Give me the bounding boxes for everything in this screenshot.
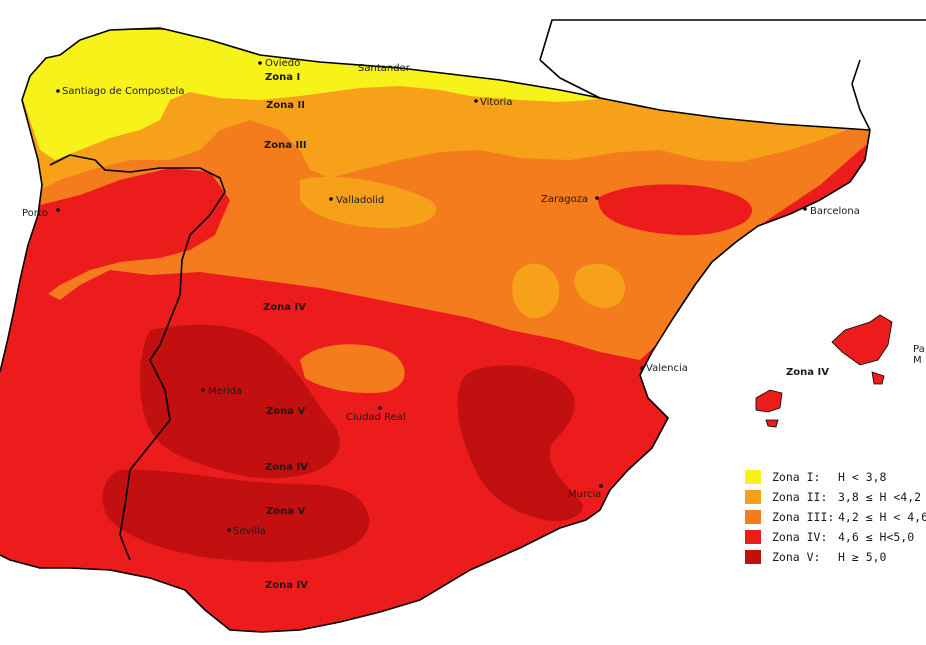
zone-iv-ebro <box>598 184 753 236</box>
legend-range-zona-ii: 3,8 ≤ H <4,2 <box>838 490 921 504</box>
zone-label-zona-i: Zona I <box>265 72 300 83</box>
zone-ii-patch-teruel <box>574 263 626 308</box>
formentera-island <box>765 419 779 428</box>
legend: Zona I: H < 3,8 Zona II: 3,8 ≤ H <4,2 Zo… <box>745 470 926 564</box>
zone-v-guadalquivir <box>102 469 370 563</box>
city-dot-merida <box>201 388 205 392</box>
zone-label-zona-iv-coast: Zona IV <box>265 580 308 591</box>
zone-label-zona-iii: Zona III <box>264 140 307 151</box>
zone-label-zona-v-mid: Zona V <box>266 406 305 417</box>
city-label-palma-2: M <box>913 355 922 366</box>
city-label-barcelona: Barcelona <box>810 206 860 217</box>
city-label-murcia: Murcia <box>568 489 601 500</box>
city-label-valladolid: Valladolid <box>336 195 384 206</box>
city-label-santiago: Santiago de Compostela <box>62 86 184 97</box>
legend-label-zona-v: Zona V: <box>772 550 820 564</box>
city-label-ciudad-real: Ciudad Real <box>346 412 406 423</box>
city-dot-vitoria <box>474 99 478 103</box>
legend-label-zona-iii: Zona III: <box>772 510 834 524</box>
zone-label-zona-v-south: Zona V <box>266 506 305 517</box>
city-dot-zaragoza <box>595 196 599 200</box>
ibiza-island <box>755 389 783 413</box>
city-label-zaragoza: Zaragoza <box>541 194 588 205</box>
zone-v-murcia <box>457 365 583 522</box>
zone-iii-lamancha <box>300 344 405 394</box>
legend-label-zona-i: Zona I: <box>772 470 820 484</box>
zone-ii-patch-aragon <box>512 263 560 319</box>
city-dot-oviedo <box>258 61 262 65</box>
legend-label-zona-ii: Zona II: <box>772 490 827 504</box>
zone-label-zona-iv-south: Zona IV <box>265 462 308 473</box>
city-dot-barcelona <box>803 207 807 211</box>
city-label-valencia: Valencia <box>646 363 688 374</box>
coastline <box>0 27 871 633</box>
city-dot-santiago <box>56 89 60 93</box>
legend-label-zona-iv: Zona IV: <box>772 530 827 544</box>
coast-west-upper <box>0 75 43 373</box>
city-dot-sevilla <box>227 528 231 532</box>
city-label-oviedo: Oviedo <box>265 58 300 69</box>
france-border <box>539 19 926 131</box>
city-label-sevilla: Sevilla <box>233 526 266 537</box>
city-label-santander: Santander <box>358 63 411 74</box>
zone-label-zona-iv-islands: Zona IV <box>786 367 829 378</box>
city-dot-murcia <box>599 484 603 488</box>
zone-iv-west <box>0 168 230 300</box>
legend-swatch-zona-i <box>745 470 761 484</box>
legend-swatch-zona-iii <box>745 510 761 524</box>
mallorca-island <box>831 314 893 366</box>
legend-swatch-zona-v <box>745 550 761 564</box>
city-label-vitoria: Vitoria <box>480 97 512 108</box>
city-label-palma-1: Pa <box>913 344 925 355</box>
menorca-island <box>871 371 885 385</box>
legend-range-zona-i: H < 3,8 <box>838 470 887 484</box>
city-dot-valencia <box>640 366 644 370</box>
legend-range-zona-v: H ≥ 5,0 <box>838 550 887 564</box>
legend-range-zona-iii: 4,2 ≤ H < 4,6 <box>838 510 926 524</box>
zone-v-extremadura <box>139 324 340 479</box>
portugal-border <box>49 154 226 561</box>
zone-label-zona-iv-centre: Zona IV <box>263 302 306 313</box>
city-dot-porto <box>56 208 60 212</box>
city-dot-ciudad-real <box>378 406 382 410</box>
city-label-porto: Porto <box>22 208 48 219</box>
city-label-merida: Merida <box>208 386 242 397</box>
legend-swatch-zona-ii <box>745 490 761 504</box>
city-dot-valladolid <box>329 197 333 201</box>
legend-range-zona-iv: 4,6 ≤ H<5,0 <box>838 530 914 544</box>
zone-ii-patch-valladolid <box>300 176 437 229</box>
zone-label-zona-ii: Zona II <box>266 100 305 111</box>
legend-swatch-zona-iv <box>745 530 761 544</box>
